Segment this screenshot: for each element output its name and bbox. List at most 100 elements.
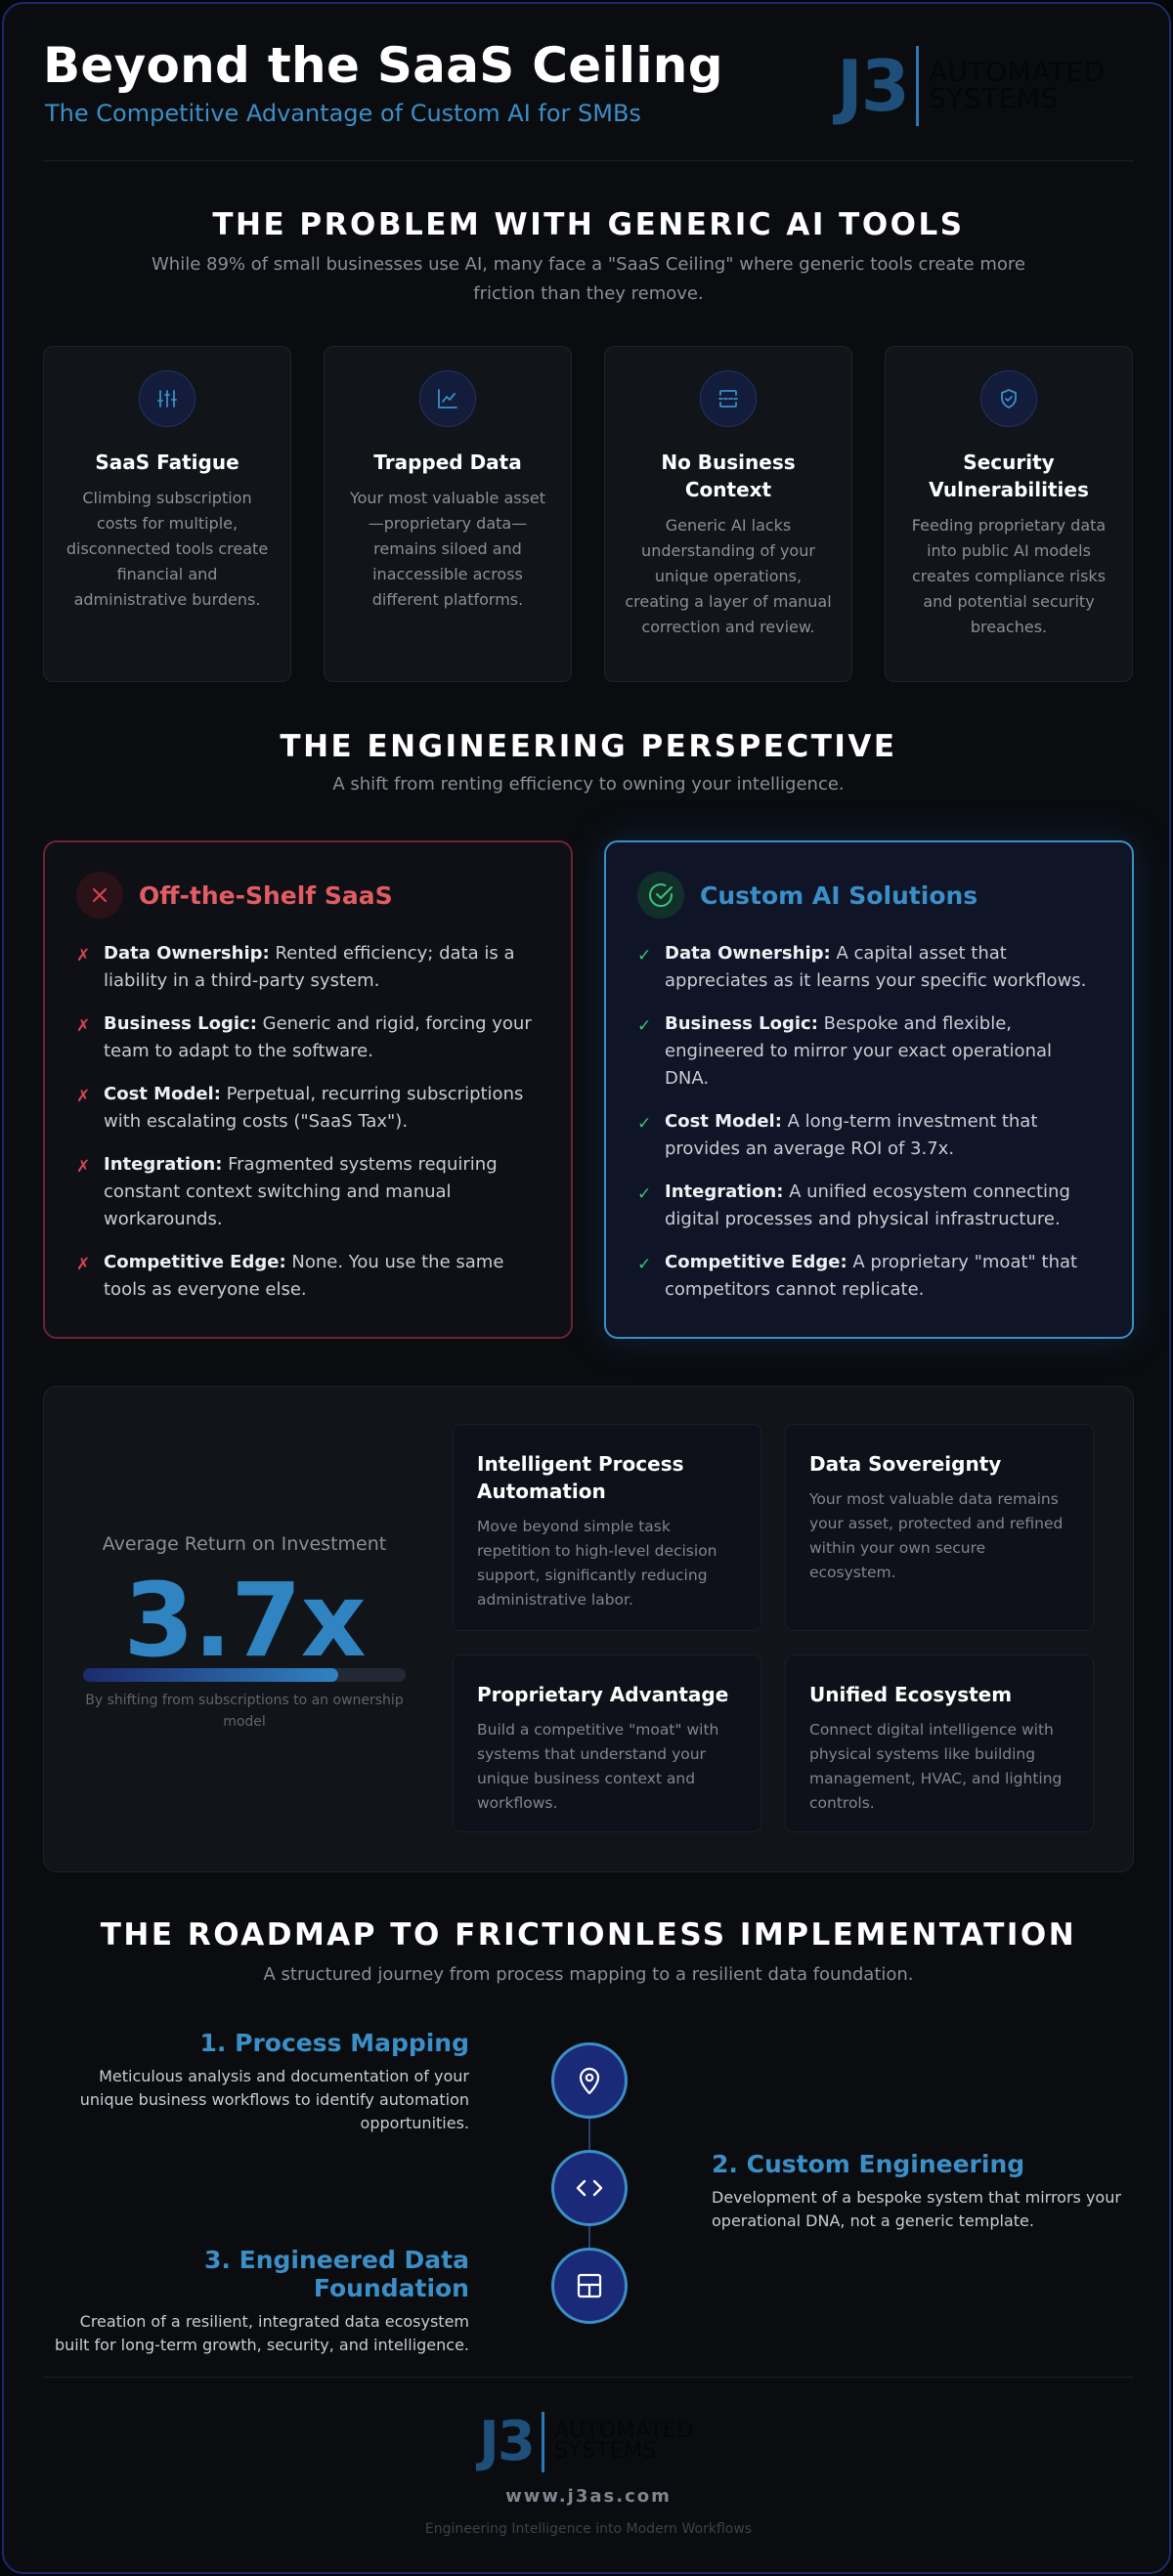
roadmap-step-1: 1. Process Mapping Meticulous analysis a… (43, 2029, 469, 2135)
feature-title: Proprietary Advantage (477, 1683, 729, 1706)
roi-note: By shifting from subscriptions to an own… (85, 1693, 404, 1730)
list-item: ✓ Competitive Edge: A proprietary "moat" … (637, 1249, 1101, 1304)
logo-divider (541, 2411, 544, 2472)
footer-tagline: Engineering Intelligence into Modern Wor… (424, 2521, 753, 2537)
list-item: ✗ Cost Model: Perpetual, recurring subscr… (76, 1081, 540, 1136)
x-mark-icon: ✗ (76, 1087, 91, 1106)
website-link[interactable]: www.j3as.com (505, 2486, 672, 2507)
feature-text: Build a competitive "moat" with systems … (477, 1721, 719, 1812)
code-icon (551, 2150, 628, 2226)
check-mark-icon: ✓ (637, 1114, 652, 1134)
list-item: ✓ Data Ownership: A capital asset that ap… (637, 940, 1101, 995)
logo-mark: J3 (479, 2410, 536, 2473)
roadmap-lead: A structured journey from process mappin… (263, 1964, 914, 1985)
roi-label: Average Return on Investment (102, 1533, 387, 1555)
item-label: Business Logic: (104, 1013, 257, 1034)
step-title: 1. Process Mapping (199, 2029, 469, 2057)
saas-title: Off-the-Shelf SaaS (139, 880, 393, 910)
item-text: None. You use the same tools as everyone… (104, 1252, 504, 1300)
problem-card-text: Your most valuable asset—proprietary dat… (349, 489, 546, 609)
item-label: Data Ownership: (665, 943, 831, 964)
problem-card-security: Security Vulnerabilities Feeding proprie… (885, 346, 1133, 682)
page-subtitle: The Competitive Advantage of Custom AI f… (45, 100, 641, 127)
brand-logo: J3 AUTOMATED SYSTEMS (837, 45, 1106, 127)
item-label: Integration: (665, 1181, 784, 1202)
perspective-heading: THE ENGINEERING PERSPECTIVE (280, 729, 897, 764)
step-text: Meticulous analysis and documentation of… (79, 2067, 469, 2132)
shield-check-icon (980, 370, 1037, 427)
feature-title: Data Sovereignty (809, 1452, 1002, 1476)
problem-lead: While 89% of small businesses use AI, ma… (152, 254, 1025, 304)
problem-card-text: Generic AI lacks understanding of your u… (625, 516, 832, 636)
step-title: 2. Custom Engineering (712, 2150, 1025, 2178)
feature-card-data-sovereignty: Data Sovereignty Your most valuable data… (785, 1424, 1094, 1631)
list-item: ✗ Competitive Edge: None. You use the sam… (76, 1249, 540, 1304)
logo-line-1: AUTOMATED (928, 56, 1106, 89)
feature-card-process-automation: Intelligent Process Automation Move beyo… (453, 1424, 761, 1631)
check-mark-icon: ✓ (637, 1016, 652, 1036)
problem-card-saas-fatigue: SaaS Fatigue Climbing subscription costs… (43, 346, 291, 682)
custom-ai-title: Custom AI Solutions (700, 880, 978, 910)
logo-wordmark: AUTOMATED SYSTEMS (553, 2418, 694, 2464)
item-label: Business Logic: (665, 1013, 818, 1034)
item-label: Competitive Edge: (104, 1252, 286, 1272)
feature-card-proprietary-advantage: Proprietary Advantage Build a competitiv… (453, 1654, 761, 1832)
problem-card-trapped-data: Trapped Data Your most valuable asset—pr… (324, 346, 572, 682)
footer-logo: J3 AUTOMATED SYSTEMS (479, 2410, 694, 2473)
step-text: Creation of a resilient, integrated data… (54, 2312, 469, 2354)
item-text: Fragmented systems requiring constant co… (104, 1154, 498, 1229)
check-mark-icon: ✓ (637, 1184, 652, 1204)
roadmap-step-2: 2. Custom Engineering Development of a b… (712, 2150, 1142, 2233)
item-text: Rented efficiency; data is a liability i… (104, 943, 515, 991)
logo-line-2: SYSTEMS (553, 2438, 657, 2464)
saas-comparison-card: Off-the-Shelf SaaS ✗ Data Ownership: Rent… (43, 840, 573, 1339)
step-title: 3. Engineered Data Foundation (204, 2246, 469, 2302)
x-mark-icon: ✗ (76, 1255, 91, 1274)
x-mark-icon: ✗ (76, 1016, 91, 1036)
footer-divider (43, 2377, 1134, 2378)
problem-card-title: No Business Context (661, 451, 796, 501)
logo-line-2: SYSTEMS (928, 82, 1059, 114)
roi-panel: Average Return on Investment 3.7x By shi… (43, 1386, 1134, 1872)
list-item: ✓ Integration: A unified ecosystem connec… (637, 1179, 1101, 1233)
check-circle-icon (637, 872, 684, 919)
item-text: Generic and rigid, forcing your team to … (104, 1013, 532, 1061)
roi-progress-fill (83, 1668, 338, 1682)
step-text: Development of a bespoke system that mir… (712, 2188, 1121, 2230)
sliders-icon (139, 370, 196, 427)
logo-line-1: AUTOMATED (553, 2418, 694, 2443)
item-label: Cost Model: (104, 1084, 221, 1104)
custom-ai-comparison-card: Custom AI Solutions ✓ Data Ownership: A c… (604, 840, 1134, 1339)
feature-text: Your most valuable data remains your ass… (809, 1490, 1064, 1581)
logo-wordmark: AUTOMATED SYSTEMS (928, 59, 1106, 114)
item-text: A capital asset that appreciates as it l… (665, 943, 1087, 991)
item-label: Cost Model: (665, 1111, 782, 1132)
check-mark-icon: ✓ (637, 946, 652, 966)
problem-card-title: Security Vulnerabilities (929, 451, 1089, 501)
logo-divider (915, 46, 919, 126)
roi-value: 3.7x (123, 1561, 366, 1680)
chart-line-icon (419, 370, 476, 427)
map-pin-icon (551, 2042, 628, 2119)
x-mark-icon: ✗ (76, 946, 91, 966)
scan-icon (700, 370, 757, 427)
feature-title: Unified Ecosystem (809, 1683, 1013, 1706)
check-mark-icon: ✓ (637, 1255, 652, 1274)
x-mark-icon: ✗ (76, 1157, 91, 1177)
item-text: A proprietary "moat" that competitors ca… (665, 1252, 1078, 1300)
item-text: A long-term investment that provides an … (665, 1111, 1038, 1159)
list-item: ✗ Data Ownership: Rented efficiency; data… (76, 940, 540, 995)
item-text: Bespoke and flexible, engineered to mirr… (665, 1013, 1053, 1089)
problem-card-title: SaaS Fatigue (95, 451, 239, 474)
x-circle-icon (76, 872, 123, 919)
problem-heading: THE PROBLEM WITH GENERIC AI TOOLS (212, 207, 965, 242)
roi-progress-bar (83, 1668, 406, 1682)
page-title: Beyond the SaaS Ceiling (43, 37, 723, 94)
item-label: Competitive Edge: (665, 1252, 847, 1272)
list-item: ✓ Business Logic: Bespoke and flexible, e… (637, 1010, 1101, 1093)
problem-card-text: Feeding proprietary data into public AI … (911, 516, 1107, 636)
item-text: Perpetual, recurring subscriptions with … (104, 1084, 524, 1132)
perspective-lead: A shift from renting efficiency to ownin… (332, 774, 845, 794)
item-label: Integration: (104, 1154, 223, 1175)
